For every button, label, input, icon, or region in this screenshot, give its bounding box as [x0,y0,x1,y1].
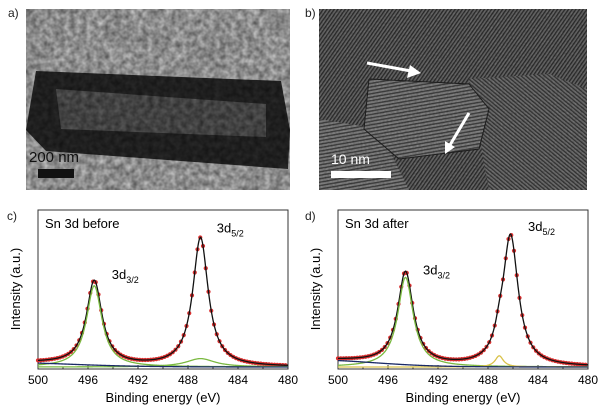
xps-chart-after: 500 496 492 488 484 480 Sn 3d after 3d3/2 3d5/… [308,209,598,405]
peak-label-subscript: 3/2 [126,275,139,285]
panel-c-label: c) [7,209,17,223]
series-data-points [335,233,588,367]
series-line-background [37,362,288,368]
hrtem-image-lattice: 10 nm [319,9,587,190]
scale-bar-b [331,171,391,178]
panel-b-label: b) [305,6,316,20]
x-axis-label: Binding energy (eV) [106,390,221,405]
x-tick-label: 492 [428,373,448,387]
scale-bar-a [38,169,74,178]
series-line-fit [338,233,589,366]
x-tick-label: 500 [28,373,48,387]
series-line-background [337,359,588,368]
peak-label: 3d3/2 [112,267,139,285]
x-tick-label: 480 [278,373,298,387]
chart-title: Sn 3d after [345,216,409,231]
x-tick-label: 484 [528,373,548,387]
scale-bar-b-text: 10 nm [331,151,370,167]
panel-d-label: d) [305,209,316,223]
tem-image-nanotube: 200 nm [26,9,290,190]
chart-title: Sn 3d before [45,216,119,231]
peak-label: 3d5/2 [528,219,555,237]
xps-chart-before: 500 496 492 488 484 480 Sn 3d before 3d3/2 3d5… [8,209,298,405]
x-axis-label: Binding energy (eV) [406,390,521,405]
peak-label: 3d5/2 [217,221,244,239]
x-tick-label: 484 [228,373,248,387]
peak-label-subscript: 5/2 [231,229,244,239]
x-tick-label: 496 [78,373,98,387]
series-line-sn-3d3-2-component [37,285,288,368]
y-axis-label: Intensity (a.u.) [308,248,323,330]
peak-label-subscript: 5/2 [542,227,555,237]
x-tick-label: 496 [378,373,398,387]
y-axis-label: Intensity (a.u.) [8,248,23,330]
x-tick-label: 492 [128,373,148,387]
peak-label-subscript: 3/2 [437,271,450,281]
series-data-points [35,235,288,368]
x-tick-label: 480 [578,373,598,387]
series-line-fit [37,236,289,366]
peak-label: 3d3/2 [423,263,450,281]
x-tick-label: 500 [328,373,348,387]
scale-bar-a-text: 200 nm [29,149,80,166]
x-tick-label: 488 [478,373,498,387]
x-tick-label: 488 [178,373,198,387]
series-line-sn-3d5-2-component [38,357,289,368]
panel-a-label: a) [8,6,19,20]
